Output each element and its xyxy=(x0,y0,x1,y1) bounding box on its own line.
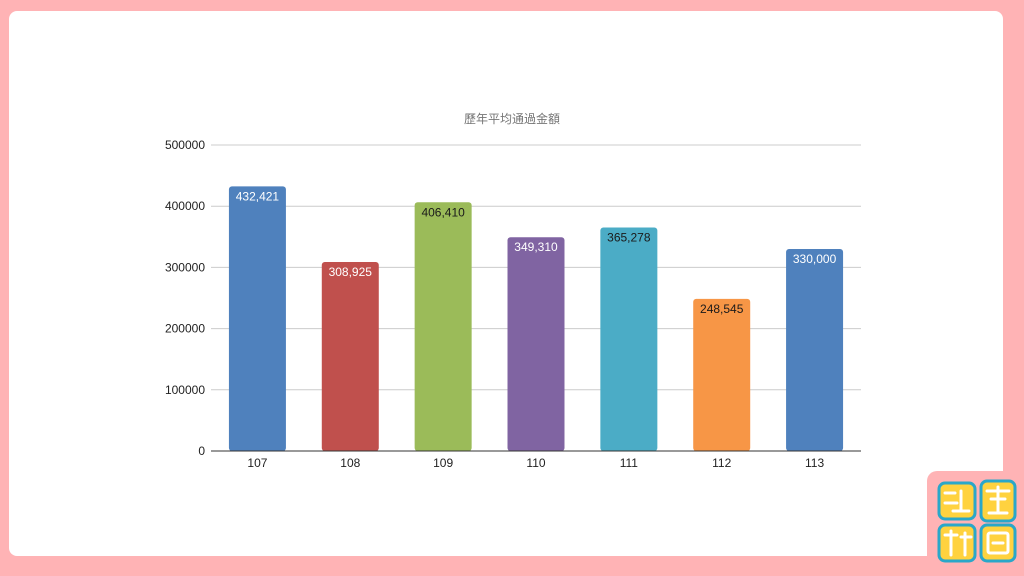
x-tick-label: 107 xyxy=(247,456,267,470)
data-label: 349,310 xyxy=(514,240,558,254)
data-label: 365,278 xyxy=(607,230,651,244)
data-label: 308,925 xyxy=(329,265,373,279)
x-tick-label: 113 xyxy=(805,456,824,470)
bar xyxy=(693,298,751,451)
y-tick-label: 400000 xyxy=(165,199,205,213)
data-label: 406,410 xyxy=(421,205,465,219)
bar xyxy=(321,261,379,451)
x-tick-label: 112 xyxy=(712,456,731,470)
y-tick-label: 100000 xyxy=(165,383,205,397)
y-tick-label: 500000 xyxy=(165,138,205,152)
x-tick-label: 110 xyxy=(526,456,545,470)
x-tick-label: 108 xyxy=(340,456,360,470)
y-tick-label: 0 xyxy=(198,444,205,458)
data-label: 330,000 xyxy=(793,252,837,266)
bar xyxy=(600,227,658,451)
bar xyxy=(786,249,844,451)
y-tick-label: 300000 xyxy=(165,260,205,274)
x-tick-label: 111 xyxy=(620,456,639,470)
bar xyxy=(507,237,565,451)
chart-title: 歷年平均通過金額 xyxy=(463,112,560,126)
data-label: 432,421 xyxy=(236,189,280,203)
bar xyxy=(228,186,286,452)
logo-mark-icon xyxy=(937,479,1017,563)
y-tick-label: 200000 xyxy=(165,322,205,336)
data-label: 248,545 xyxy=(700,302,744,316)
x-tick-label: 109 xyxy=(433,456,453,470)
bar xyxy=(414,202,472,451)
logo-badge xyxy=(927,471,1024,576)
